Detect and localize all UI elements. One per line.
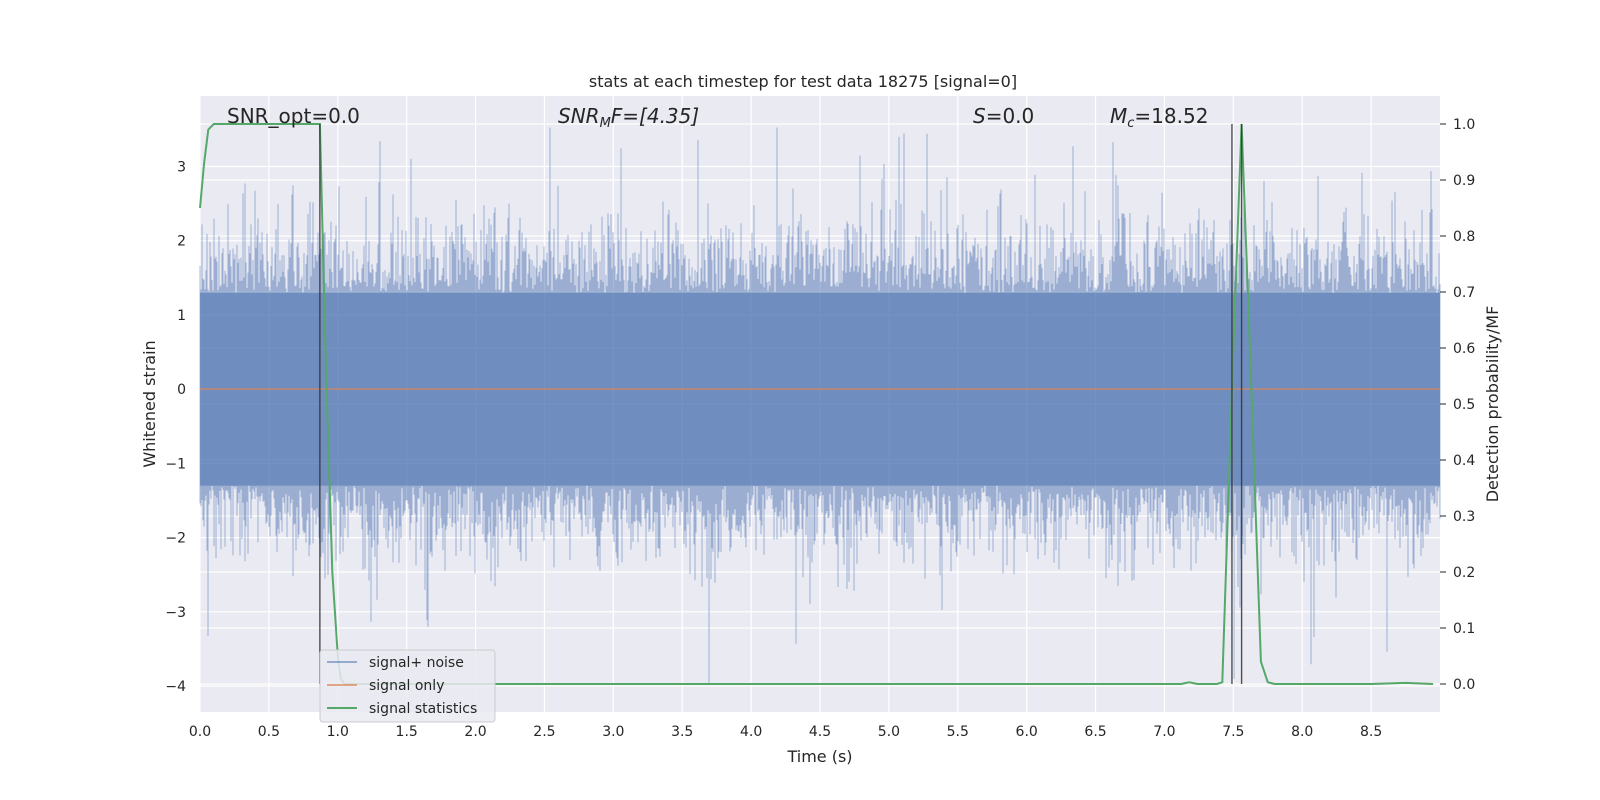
annotation-snr-opt: SNR_opt=0.0	[227, 104, 360, 128]
y-tick-label: 0	[177, 382, 186, 398]
y-tick-label: −4	[165, 679, 186, 695]
y2-tick-label: 0.4	[1453, 453, 1475, 469]
annotation-mc-sub: c	[1127, 116, 1134, 131]
legend-box	[319, 649, 496, 723]
x-tick-label: 5.0	[878, 724, 900, 740]
x-tick-label: 6.0	[1016, 724, 1038, 740]
chart-title: stats at each timestep for test data 182…	[589, 72, 1017, 91]
y2-axis-label: Detection probability/MF	[1483, 306, 1502, 503]
y2-tick-label: 0.5	[1453, 397, 1475, 413]
annotation-s-var: S	[973, 104, 986, 128]
x-tick-label: 4.0	[740, 724, 762, 740]
y2-tick-label: 0.7	[1453, 285, 1475, 301]
annotation-s: S=0.0	[973, 104, 1034, 128]
y-tick-label: −3	[165, 605, 186, 621]
annotation-snr-mf-base: SNR	[558, 104, 600, 128]
legend-entry-stats: signal statistics	[369, 701, 477, 717]
annotation-mc-var: M	[1110, 104, 1127, 128]
x-tick-label: 2.0	[464, 724, 486, 740]
x-axis-ticks: 0.0 0.5 1.0 1.5 2.0 2.5 3.0 3.5 4.0 4.5 5.0 5.5 6.0 6…	[189, 724, 1382, 740]
y-axis-label: Whitened strain	[140, 340, 159, 467]
legend-entry-signal: signal only	[369, 678, 444, 694]
y-tick-label: 1	[177, 308, 186, 324]
signal-statistics-line	[199, 123, 1434, 685]
x-tick-label: 4.5	[809, 724, 831, 740]
y2-tick-label: 0.2	[1453, 565, 1475, 581]
x-tick-label: 8.0	[1291, 724, 1313, 740]
x-tick-label: 5.5	[947, 724, 969, 740]
annotation-snr-mf: SNRMF=[4.35]	[558, 104, 699, 131]
annotation-mc-rest: =18.52	[1134, 104, 1208, 128]
y-tick-label: 2	[177, 234, 186, 250]
y2-tick-label: 0.3	[1453, 509, 1475, 525]
y-axis-ticks: 3 2 1 0 −1 −2 −3 −4	[165, 160, 186, 696]
legend-entry-noise: signal+ noise	[369, 655, 464, 671]
x-axis-label: Time (s)	[786, 747, 852, 766]
x-tick-label: 1.5	[396, 724, 418, 740]
x-tick-label: 7.5	[1222, 724, 1244, 740]
signal-statistics-series	[199, 123, 1434, 685]
y-tick-label: −2	[165, 531, 186, 547]
x-tick-label: 6.5	[1084, 724, 1106, 740]
x-tick-label: 0.5	[258, 724, 280, 740]
y2-axis-ticks: 1.0 0.9 0.8 0.7 0.6 0.5 0.4 0.3 0.2 0.1 0.0	[1440, 117, 1475, 693]
y2-tick-label: 1.0	[1453, 117, 1475, 133]
annotation-mc: Mc=18.52	[1110, 104, 1208, 131]
legend: signal+ noise signal only signal statist…	[319, 649, 496, 723]
annotation-snr-mf-sub: M	[600, 116, 611, 131]
x-tick-label: 3.0	[602, 724, 624, 740]
x-tick-label: 2.5	[533, 724, 555, 740]
y-tick-label: −1	[165, 456, 186, 472]
y2-tick-label: 0.9	[1453, 173, 1475, 189]
y2-tick-label: 0.8	[1453, 229, 1475, 245]
y2-tick-label: 0.0	[1453, 677, 1475, 693]
vertical-markers	[319, 124, 1243, 684]
y2-tick-label: 0.6	[1453, 341, 1475, 357]
annotation-s-rest: =0.0	[986, 104, 1035, 128]
y2-tick-label: 0.1	[1453, 621, 1475, 637]
x-tick-label: 1.0	[327, 724, 349, 740]
x-tick-label: 8.5	[1360, 724, 1382, 740]
annotation-snr-mf-rest: F=[4.35]	[611, 104, 699, 128]
y-tick-label: 3	[177, 160, 186, 176]
x-tick-label: 0.0	[189, 724, 211, 740]
x-tick-label: 7.0	[1153, 724, 1175, 740]
x-tick-label: 3.5	[671, 724, 693, 740]
